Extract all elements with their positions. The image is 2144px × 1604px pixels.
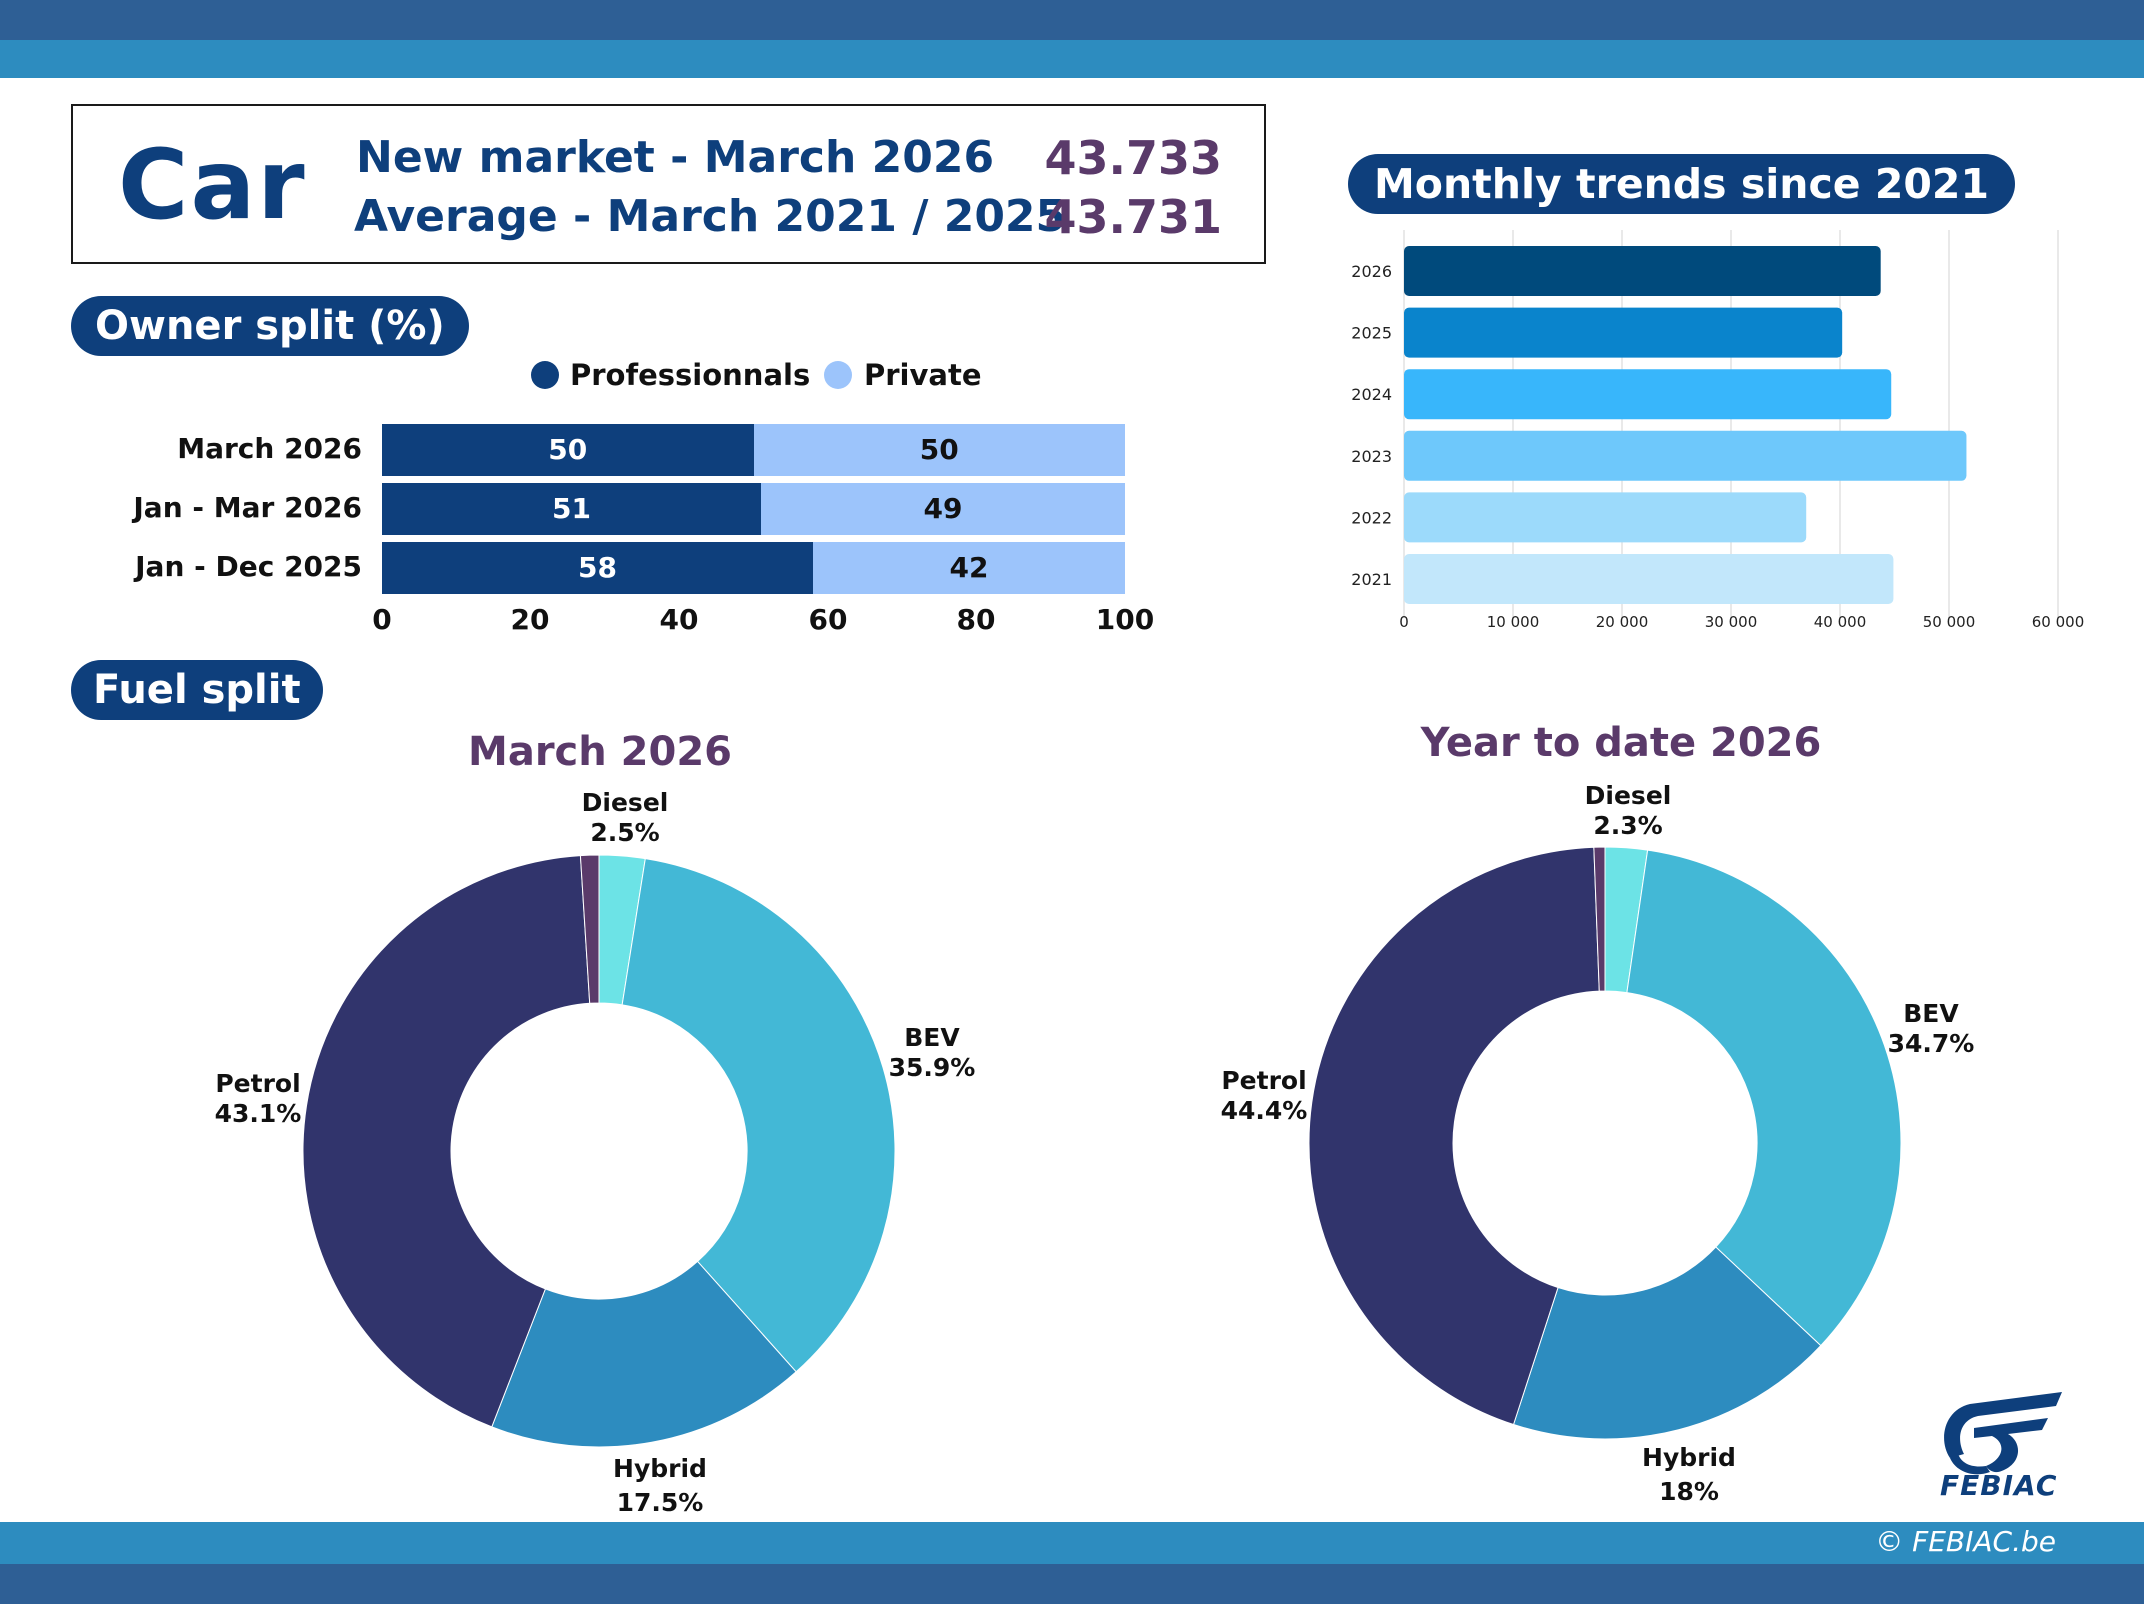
trend-bar (1404, 307, 1843, 358)
top-band-dark (0, 0, 2144, 40)
slice-name: Petrol (215, 1069, 301, 1098)
march-donut-title: March 2026 (468, 729, 732, 775)
trend-bar (1404, 430, 1967, 481)
copyright-text: © FEBIAC.be (1875, 1525, 2056, 1558)
owner-axis-tick: 20 (510, 603, 550, 636)
legend-professionals-dot (531, 361, 559, 389)
trend-year-label: 2025 (1351, 324, 1392, 343)
ytd-slice-bev (1626, 849, 1902, 1347)
march-slice-hybrid (491, 1260, 797, 1448)
slice-name: BEV (1903, 999, 1959, 1028)
trend-bar (1404, 492, 1807, 543)
slice-pct: 17.5% (616, 1488, 704, 1517)
febiac-logo-text: FEBIAC (1940, 1469, 2058, 1502)
owner-axis-tick: 40 (659, 603, 699, 636)
trend-year-label: 2021 (1351, 570, 1392, 589)
ytd-slice-other (1593, 846, 1606, 992)
header-box (71, 104, 1266, 264)
owner-bar-professionals: 50 (382, 424, 754, 476)
slice-pct: 43.1% (214, 1099, 302, 1128)
ytd-slice-hybrid (1512, 1246, 1822, 1440)
owner-axis-tick: 0 (372, 603, 392, 636)
average-value: 43.731 (1044, 190, 1222, 244)
trend-axis-tick: 60 000 (2032, 613, 2085, 631)
trend-bar (1404, 554, 1894, 604)
owner-row-label: Jan - Dec 2025 (135, 550, 362, 583)
monthly-trends-chart: 2026 2025 2024 2023 2022 2021 0 10 000 20 000 30 … (1351, 230, 2085, 631)
fuel-split-heading: Fuel split (71, 660, 323, 720)
march-slice-bev (621, 858, 896, 1373)
owner-axis-tick: 60 (808, 603, 848, 636)
owner-axis-tick: 100 (1095, 603, 1155, 636)
ytd-bev-label: BEV 34.7% (1841, 999, 2021, 1059)
slice-pct: 2.5% (590, 818, 660, 847)
march-petrol-label: Petrol 43.1% (168, 1069, 348, 1129)
slice-name: Hybrid (613, 1454, 707, 1483)
trend-bar (1404, 246, 1881, 296)
monthly-trends-heading: Monthly trends since 2021 (1348, 154, 2015, 214)
ytd-diesel-label: Diesel 2.3% (1538, 781, 1718, 841)
trend-year-label: 2023 (1351, 447, 1392, 466)
slice-pct: 34.7% (1887, 1029, 1975, 1058)
new-market-label: New market - March 2026 (356, 132, 995, 183)
ytd-donut-title: Year to date 2026 (1420, 720, 1822, 766)
legend-private-dot (824, 361, 852, 389)
trend-axis-tick: 20 000 (1596, 613, 1649, 631)
owner-bar-private: 50 (753, 424, 1125, 476)
ytd-hybrid-label: Hybrid 18% (1599, 1441, 1779, 1509)
owner-row-label: March 2026 (177, 432, 362, 465)
bottom-band-dark (0, 1564, 2144, 1604)
bottom-band-light (0, 1522, 2144, 1564)
trend-bar (1404, 369, 1892, 420)
average-label: Average - March 2021 / 2025 (354, 191, 1067, 242)
slice-pct: 44.4% (1220, 1096, 1308, 1125)
trend-axis-tick: 40 000 (1814, 613, 1867, 631)
owner-axis-tick: 80 (956, 603, 996, 636)
trend-year-label: 2026 (1351, 262, 1392, 281)
slice-pct: 35.9% (888, 1053, 976, 1082)
top-band-light (0, 40, 2144, 78)
march-bev-label: BEV 35.9% (842, 1023, 1022, 1083)
march-diesel-label: Diesel 2.5% (535, 788, 715, 848)
owner-bar-private: 42 (812, 542, 1125, 594)
slice-name: Diesel (581, 788, 669, 817)
slice-pct: 18% (1659, 1477, 1719, 1506)
owner-bar-professionals: 51 (382, 483, 761, 535)
owner-row-label: Jan - Mar 2026 (133, 491, 362, 524)
trend-year-label: 2022 (1351, 508, 1392, 527)
slice-name: Petrol (1221, 1066, 1307, 1095)
new-market-value: 43.733 (1044, 131, 1222, 185)
ytd-slice-petrol (1308, 846, 1600, 1426)
trend-axis-tick: 10 000 (1487, 613, 1540, 631)
slice-name: BEV (904, 1023, 960, 1052)
legend-professionals-label: Professionnals (570, 358, 811, 392)
owner-bar-professionals: 58 (382, 542, 813, 594)
trend-axis-tick: 30 000 (1705, 613, 1758, 631)
slice-pct: 2.3% (1593, 811, 1663, 840)
vehicle-title: Car (118, 129, 307, 241)
owner-split-heading: Owner split (%) (71, 296, 469, 356)
march-slice-other (579, 854, 600, 1004)
march-hybrid-label: Hybrid 17.5% (570, 1452, 750, 1520)
march-slice-petrol (302, 855, 591, 1428)
trend-year-label: 2024 (1351, 385, 1392, 404)
febiac-logo-icon (1944, 1392, 2062, 1475)
legend-private-label: Private (864, 358, 982, 392)
owner-bar-private: 49 (760, 483, 1125, 535)
ytd-petrol-label: Petrol 44.4% (1174, 1066, 1354, 1126)
trend-axis-tick: 50 000 (1923, 613, 1976, 631)
trend-axis-tick: 0 (1399, 613, 1409, 631)
slice-name: Hybrid (1642, 1443, 1736, 1472)
slice-name: Diesel (1584, 781, 1672, 810)
